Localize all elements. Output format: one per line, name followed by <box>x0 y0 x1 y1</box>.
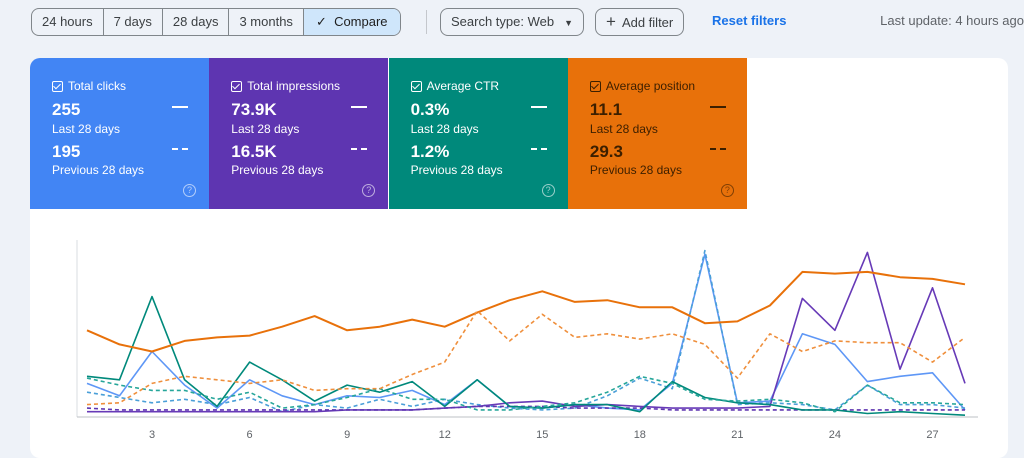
current-period: Last 28 days <box>589 122 658 136</box>
x-tick-label: 27 <box>926 429 938 440</box>
x-tick-label: 15 <box>536 429 548 440</box>
performance-chart: 3 6 9 12 15 18 21 24 27 <box>76 240 978 440</box>
x-tick-label: 21 <box>731 429 743 440</box>
current-period: Last 28 days <box>410 122 479 136</box>
plus-icon: + <box>606 12 616 31</box>
check-icon: ✓ <box>315 14 335 29</box>
metric-card-total-clicks[interactable]: Total clicks 255 Last 28 days 195 Previo… <box>30 58 209 209</box>
previous-period: Previous 28 days <box>410 163 503 177</box>
metric-card-average-ctr[interactable]: Average CTR 0.3% Last 28 days 1.2% Previ… <box>388 58 568 209</box>
reset-filters-link[interactable]: Reset filters <box>712 13 787 28</box>
series-line-clicks-previous <box>86 249 966 413</box>
compare-button[interactable]: ✓ Compare <box>303 9 400 35</box>
current-period: Last 28 days <box>231 122 300 136</box>
help-icon[interactable]: ? <box>541 184 555 197</box>
range-24-hours[interactable]: 24 hours <box>32 9 104 35</box>
metric-label: Total clicks <box>52 79 126 93</box>
date-range-selector: 24 hours 7 days 28 days 3 months ✓ Compa… <box>31 8 401 36</box>
previous-period: Previous 28 days <box>52 163 145 177</box>
current-value: 73.9K <box>231 100 277 119</box>
caret-down-icon: ▼ <box>564 18 574 28</box>
x-tick-label: 9 <box>344 429 350 440</box>
solid-line-legend-icon <box>351 106 368 108</box>
x-tick-label: 12 <box>439 429 451 440</box>
series-line-impressions-last <box>87 251 966 413</box>
x-tick-label: 6 <box>247 429 253 440</box>
metric-label: Total impressions <box>231 79 340 93</box>
series-line-position-previous <box>86 310 966 406</box>
metric-card-average-position[interactable]: Average position 11.1 Last 28 days 29.3 … <box>567 58 747 209</box>
current-value: 255 <box>52 100 81 119</box>
help-icon[interactable]: ? <box>183 184 196 197</box>
help-icon[interactable]: ? <box>720 184 734 197</box>
range-28-days[interactable]: 28 days <box>163 9 230 35</box>
metric-label: Average position <box>589 79 695 93</box>
solid-line-legend-icon <box>172 106 188 108</box>
dashed-line-legend-icon <box>709 148 726 150</box>
series-line-position-last <box>86 270 966 353</box>
previous-period: Previous 28 days <box>231 163 324 177</box>
last-update-text: Last update: 4 hours ago <box>880 13 1024 28</box>
previous-value: 16.5K <box>231 142 277 161</box>
search-type-dropdown[interactable]: Search type: Web ▼ <box>440 8 585 36</box>
previous-value: 1.2% <box>410 142 450 161</box>
series-line-ctr-previous <box>86 375 966 413</box>
metric-card-total-impressions[interactable]: Total impressions 73.9K Last 28 days 16.… <box>209 58 389 209</box>
solid-line-legend-icon <box>530 106 547 108</box>
checkbox-icon[interactable] <box>231 80 243 92</box>
previous-value: 29.3 <box>589 142 623 161</box>
series-line-clicks-last <box>86 253 966 411</box>
dashed-line-legend-icon <box>530 148 547 150</box>
previous-period: Previous 28 days <box>589 163 682 177</box>
range-3-months[interactable]: 3 months <box>229 9 304 35</box>
current-value: 0.3% <box>410 100 450 119</box>
dashed-line-legend-icon <box>172 148 188 150</box>
help-icon[interactable]: ? <box>362 184 376 197</box>
solid-line-legend-icon <box>709 106 726 108</box>
metric-label: Average CTR <box>410 79 499 93</box>
x-tick-label: 3 <box>149 429 155 440</box>
dashed-line-legend-icon <box>351 148 368 150</box>
x-tick-label: 24 <box>829 429 841 440</box>
previous-value: 195 <box>52 142 81 161</box>
current-value: 11.1 <box>589 100 623 119</box>
divider <box>426 10 427 34</box>
series-line-ctr-last <box>86 295 966 416</box>
checkbox-icon[interactable] <box>589 80 601 92</box>
x-tick-label: 18 <box>634 429 646 440</box>
checkbox-icon[interactable] <box>410 80 422 92</box>
performance-panel: Total clicks 255 Last 28 days 195 Previo… <box>30 58 1008 458</box>
checkbox-icon[interactable] <box>52 80 63 92</box>
current-period: Last 28 days <box>52 122 121 136</box>
range-7-days[interactable]: 7 days <box>104 9 163 35</box>
add-filter-button[interactable]: + Add filter <box>595 8 685 36</box>
